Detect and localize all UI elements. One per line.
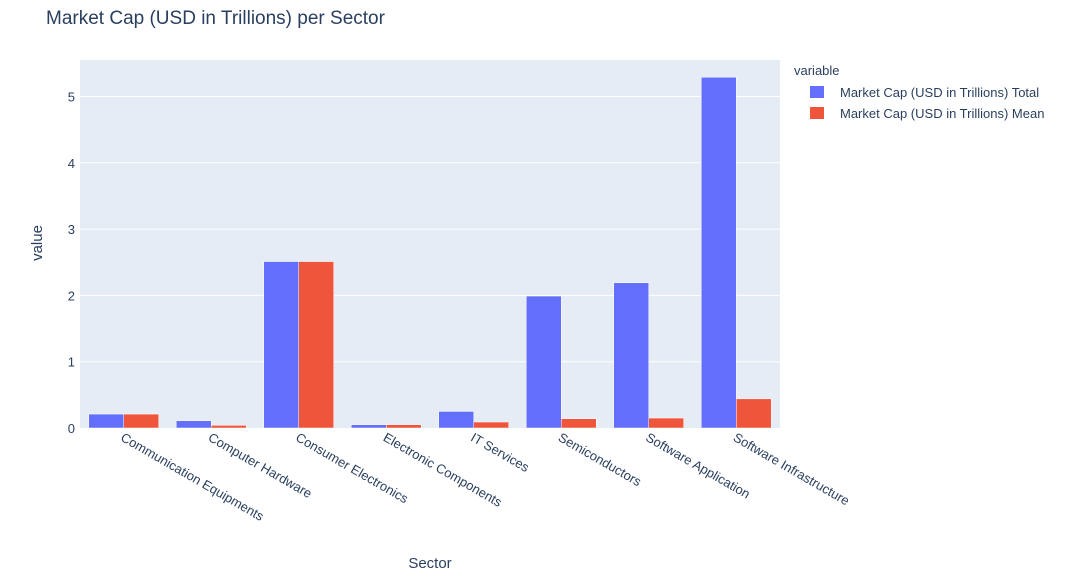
x-tick-label: Software Infrastructure — [731, 430, 852, 509]
y-tick-label: 0 — [68, 421, 75, 436]
bar-total-7[interactable] — [701, 76, 737, 429]
x-tick-label: Semiconductors — [556, 430, 645, 490]
bar-total-0[interactable] — [88, 413, 124, 429]
bar-mean-6[interactable] — [648, 417, 684, 429]
chart-title: Market Cap (USD in Trillions) per Sector — [46, 8, 386, 29]
bar-mean-3[interactable] — [386, 424, 422, 429]
bar-mean-1[interactable] — [211, 425, 247, 429]
y-axis-label: value — [29, 225, 46, 261]
legend-label[interactable]: Market Cap (USD in Trillions) Total — [840, 85, 1039, 100]
plot-area — [80, 60, 780, 428]
bar-mean-7[interactable] — [736, 398, 772, 429]
bar-total-6[interactable] — [613, 282, 649, 429]
legend-swatch[interactable] — [810, 86, 824, 98]
legend[interactable]: variable Market Cap (USD in Trillions) T… — [794, 63, 1044, 121]
bar-total-2[interactable] — [263, 261, 299, 429]
legend-title: variable — [794, 63, 840, 78]
bar-total-4[interactable] — [438, 411, 474, 429]
legend-label[interactable]: Market Cap (USD in Trillions) Mean — [840, 106, 1044, 121]
y-tick-label: 4 — [68, 156, 75, 171]
legend-swatch[interactable] — [810, 107, 824, 119]
x-tick-label: Communication Equipments — [118, 430, 267, 525]
y-tick-label: 3 — [68, 222, 75, 237]
y-axis-ticks: 0 1 2 3 4 5 — [68, 89, 75, 436]
y-tick-label: 2 — [68, 288, 75, 303]
bar-mean-2[interactable] — [298, 261, 334, 429]
bar-total-3[interactable] — [351, 424, 387, 429]
y-tick-label: 1 — [68, 355, 75, 370]
bar-total-1[interactable] — [176, 420, 212, 429]
y-tick-label: 5 — [68, 89, 75, 104]
bar-mean-4[interactable] — [473, 421, 509, 429]
x-axis-label: Sector — [408, 555, 451, 572]
bars — [88, 76, 772, 429]
bar-total-5[interactable] — [526, 295, 562, 429]
x-tick-label: IT Services — [468, 430, 532, 476]
legend-items[interactable]: Market Cap (USD in Trillions) Total Marke… — [810, 85, 1044, 121]
bar-mean-5[interactable] — [561, 418, 597, 429]
grid-lines — [80, 95, 780, 363]
bar-mean-0[interactable] — [123, 413, 159, 429]
